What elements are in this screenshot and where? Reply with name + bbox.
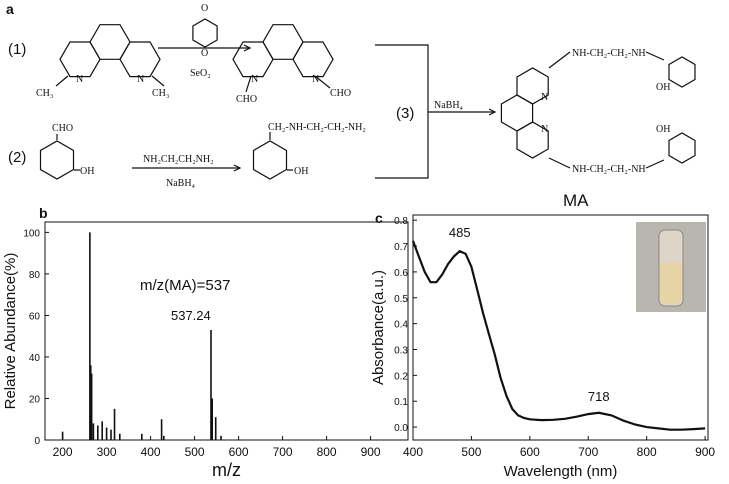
atom-label: CH₃ [36, 88, 53, 99]
x-tick-label: 500 [461, 445, 481, 459]
y-axis-label: Absorbance(a.u.) [370, 270, 387, 385]
atom-label: N [76, 74, 83, 85]
x-tick-label: 700 [273, 445, 293, 459]
atom-label: NH-CH₂-CH₂-NH [572, 48, 646, 59]
atom-label: CHO [330, 88, 351, 99]
ring [232, 41, 274, 78]
y-tick-label: 60 [29, 311, 41, 322]
y-tick-label: 0.4 [394, 320, 408, 331]
x-tick-label: 800 [317, 445, 337, 459]
x-tick-label: 800 [637, 445, 657, 459]
atom-label: N [312, 74, 319, 85]
compound-label: MA [563, 191, 589, 210]
y-tick-label: 0.5 [394, 294, 408, 305]
reaction-scheme: a (1) (2) (3) CH₃ CH₃ N N O O SeO₂ N N C… [6, 1, 696, 210]
x-axis-label: Wavelength (nm) [504, 463, 618, 480]
y-tick-label: 0.2 [394, 371, 408, 382]
plot-frame [412, 214, 709, 441]
atom-label: CH₂-NH-CH₂-CH₂-NH₂ [268, 122, 366, 133]
y-axis-label: Relative Abundance(%) [2, 253, 19, 410]
x-tick-label: 400 [403, 445, 423, 459]
reagent: NaBH₄ [434, 100, 464, 111]
ring [516, 121, 549, 159]
x-tick-label: 400 [141, 445, 161, 459]
atom-label: OH [656, 82, 670, 93]
ring [262, 24, 304, 60]
ring [119, 41, 161, 78]
atom-label: CH₃ [152, 88, 169, 99]
ring [500, 94, 534, 132]
y-tick-label: 100 [23, 228, 40, 239]
x-tick-label: 500 [185, 445, 205, 459]
y-tick-label: 40 [29, 353, 41, 364]
step-label: (3) [396, 105, 414, 122]
reagent: NH₂CH₂CH₂NH₂ [143, 154, 214, 165]
y-tick-label: 0.8 [394, 216, 408, 227]
arrows [55, 44, 665, 179]
y-tick-label: 0.6 [394, 268, 408, 279]
x-tick-label: 300 [97, 445, 117, 459]
atom-label: O [201, 3, 208, 14]
x-tick-label: 600 [229, 445, 249, 459]
x-tick-label: 700 [578, 445, 598, 459]
ring [252, 140, 288, 180]
y-tick-label: 0.0 [394, 423, 408, 434]
reagent: NaBH₄ [166, 178, 196, 189]
y-tick-label: 80 [29, 270, 41, 281]
annotation: 537.24 [171, 308, 211, 323]
reagent: SeO₂ [190, 68, 211, 79]
panel-label: a [6, 1, 14, 17]
ring [668, 132, 696, 164]
ring [668, 56, 696, 88]
x-tick-label: 900 [695, 445, 715, 459]
x-tick-label: 900 [361, 445, 381, 459]
ring [292, 41, 334, 78]
plot-frame [44, 221, 409, 441]
annotation: 718 [588, 389, 610, 404]
spectrum-line [411, 240, 706, 431]
y-tick-label: 0 [34, 436, 40, 447]
annotation: m/z(MA)=537 [140, 277, 230, 294]
atom-label: O [201, 48, 208, 59]
panel-label: c [375, 210, 383, 226]
step-label: (1) [8, 41, 26, 58]
y-tick-label: 0.7 [394, 242, 408, 253]
atom-label: NH-CH₂-CH₂-NH [572, 164, 646, 175]
step-label: (2) [8, 149, 26, 166]
atom-label: OH [80, 166, 94, 177]
x-tick-label: 200 [53, 445, 73, 459]
ring [59, 41, 101, 78]
x-axis-label: m/z [212, 460, 241, 480]
y-tick-label: 0.1 [394, 397, 408, 408]
vial-photo [636, 222, 706, 312]
ring [192, 18, 218, 48]
ring [89, 24, 131, 60]
atom-label: OH [294, 166, 308, 177]
atom-label: N [251, 74, 258, 85]
ring [39, 140, 75, 180]
atom-label: OH [656, 124, 670, 135]
y-tick-label: 0.3 [394, 345, 408, 356]
x-tick-label: 600 [520, 445, 540, 459]
y-tick-label: 20 [29, 394, 41, 405]
atom-label: CHO [52, 123, 73, 134]
atom-label: CHO [236, 94, 257, 105]
annotation: 485 [449, 225, 471, 240]
ring [516, 67, 549, 105]
atom-label: N [137, 74, 144, 85]
panel-label: b [39, 205, 48, 221]
